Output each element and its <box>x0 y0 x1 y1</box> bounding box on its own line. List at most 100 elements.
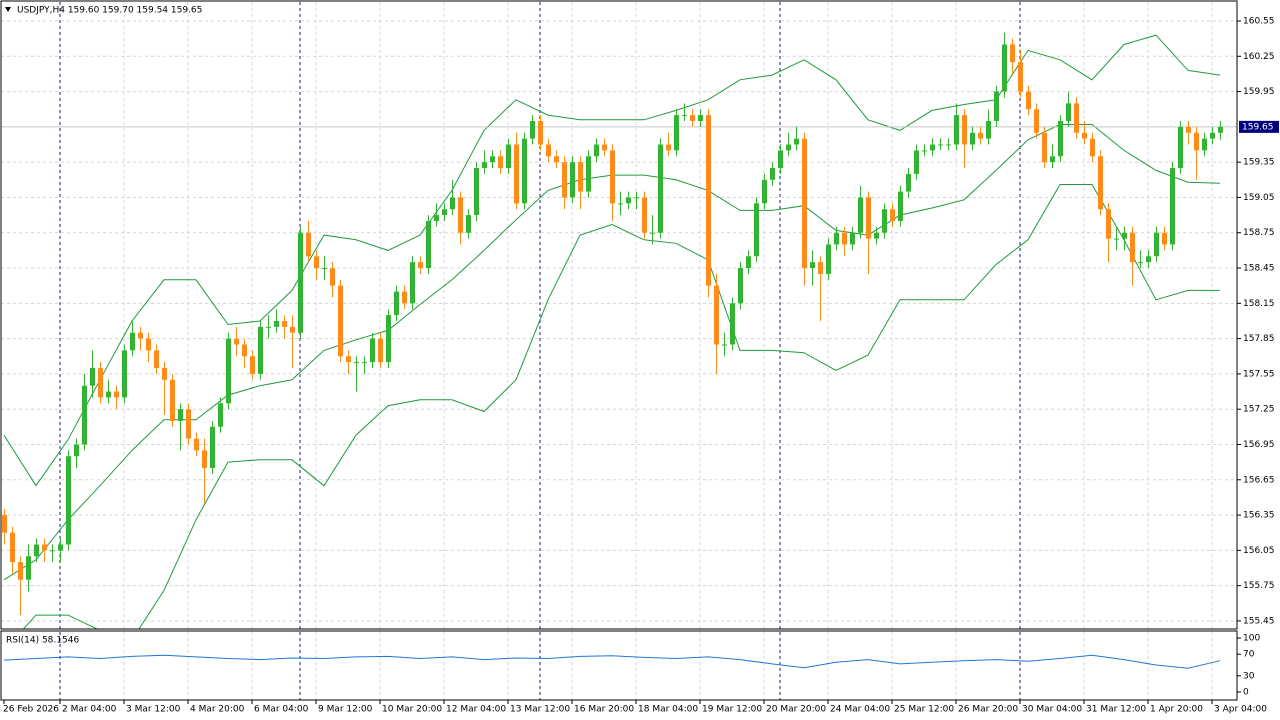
price-box-label: 159.65 <box>1242 122 1274 132</box>
x-tick-label: 31 Mar 12:00 <box>1086 705 1146 715</box>
candle-body <box>1002 44 1007 92</box>
candle-body <box>794 138 799 145</box>
candle-body <box>386 315 391 363</box>
candle-body <box>978 132 983 139</box>
rsi-tick-label: 70 <box>1243 650 1255 660</box>
candle-body <box>1114 238 1119 240</box>
candle-body <box>898 191 903 221</box>
candle-body <box>1218 126 1223 133</box>
candle-body <box>690 115 695 121</box>
main-frame <box>0 0 1238 630</box>
candle-body <box>498 156 503 169</box>
bollinger-upper <box>3 34 1221 487</box>
candle-body <box>114 391 119 398</box>
price-box <box>1239 120 1279 133</box>
candle-body <box>402 291 407 304</box>
candle-body <box>194 438 199 451</box>
candle-body <box>130 332 135 351</box>
candle-body <box>946 144 951 146</box>
candle-body <box>1170 168 1175 245</box>
y-tick-label: 155.75 <box>1243 581 1275 591</box>
candle-body <box>922 150 927 152</box>
x-tick-label: 3 Mar 12:00 <box>126 705 181 715</box>
candle-body <box>930 144 935 151</box>
candle-body <box>274 320 279 327</box>
x-tick-label: 13 Mar 12:00 <box>510 705 570 715</box>
bollinger-lower <box>22 184 1220 629</box>
candle-body <box>506 144 511 169</box>
candle-body <box>738 268 743 304</box>
candle-body <box>882 209 887 233</box>
x-tick-label: 16 Mar 20:00 <box>574 705 634 715</box>
candle-body <box>138 332 143 339</box>
candle-body <box>442 209 447 216</box>
candle-body <box>634 197 639 199</box>
candle-body <box>666 144 671 151</box>
candle-body <box>514 144 519 204</box>
candle-body <box>266 326 271 328</box>
candle-body <box>250 356 255 374</box>
candle-body <box>58 544 63 551</box>
rsi-frame <box>0 630 1238 701</box>
candle-body <box>106 391 111 398</box>
y-tick-label: 158.75 <box>1243 228 1275 238</box>
candle-body <box>162 368 167 380</box>
candle-body <box>938 144 943 146</box>
rsi-tick-label: 100 <box>1243 634 1260 644</box>
candle-body <box>1162 232 1167 245</box>
candle-body <box>346 356 351 363</box>
candle-body <box>186 409 191 439</box>
candle-body <box>282 320 287 327</box>
candle-body <box>1210 132 1215 139</box>
candle-body <box>698 115 703 121</box>
candle-body <box>682 115 687 117</box>
candle-body <box>778 150 783 169</box>
candle-body <box>802 138 807 269</box>
candle-body <box>650 232 655 234</box>
candle-body <box>170 379 175 421</box>
y-tick-label: 157.25 <box>1243 405 1275 415</box>
candle-body <box>810 262 815 269</box>
candle-body <box>1034 109 1039 133</box>
candle-body <box>874 232 879 239</box>
x-tick-label: 1 Apr 20:00 <box>1150 705 1203 715</box>
candle-body <box>618 203 623 205</box>
candle-body <box>226 338 231 404</box>
candle-body <box>74 444 79 457</box>
candle-body <box>762 179 767 204</box>
candle-body <box>826 244 831 274</box>
y-tick-label: 159.35 <box>1243 158 1275 168</box>
y-tick-label: 155.45 <box>1243 616 1275 626</box>
candle-body <box>2 515 7 533</box>
candle-body <box>538 120 543 145</box>
candle-body <box>578 162 583 192</box>
candle-body <box>1090 138 1095 157</box>
candle-body <box>986 120 991 139</box>
candle-body <box>90 368 95 386</box>
candle-body <box>1058 120 1063 157</box>
candle-body <box>410 262 415 304</box>
candle-body <box>754 203 759 257</box>
candle-body <box>834 232 839 245</box>
menu-icon <box>5 7 11 12</box>
y-tick-label: 160.55 <box>1243 16 1275 26</box>
candle-body <box>602 144 607 151</box>
y-tick-label: 156.05 <box>1243 546 1275 556</box>
candle-body <box>1194 132 1199 151</box>
candle-body <box>202 450 207 469</box>
rsi-tick-label: 30 <box>1243 671 1255 681</box>
candle-body <box>50 550 55 552</box>
candle-body <box>82 385 87 445</box>
candle-body <box>1098 156 1103 210</box>
candle-body <box>394 291 399 316</box>
candle-body <box>338 285 343 357</box>
candle-body <box>714 285 719 345</box>
candle-body <box>562 162 567 198</box>
candle-body <box>1186 126 1191 133</box>
candle-body <box>234 338 239 345</box>
candle-body <box>594 144 599 157</box>
x-tick-label: 25 Mar 12:00 <box>894 705 954 715</box>
candle-body <box>1010 44 1015 63</box>
candle-body <box>554 156 559 163</box>
y-tick-label: 160.25 <box>1243 52 1275 62</box>
